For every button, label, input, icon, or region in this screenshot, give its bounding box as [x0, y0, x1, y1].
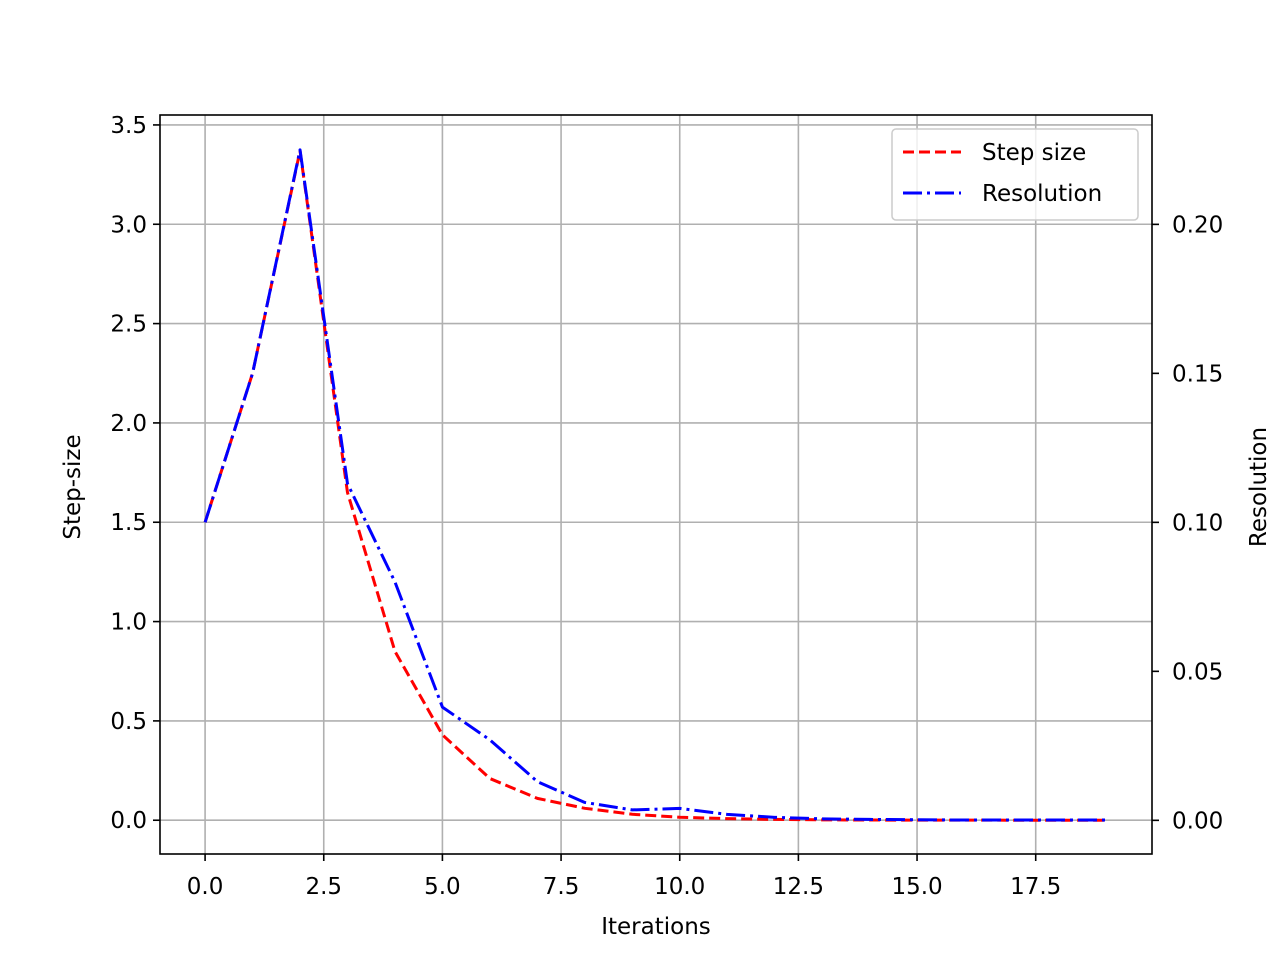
- x-tick-label: 10.0: [654, 874, 705, 900]
- y-tick-label: 0.5: [110, 709, 147, 735]
- y-axis-left: 0.0 0.5 1.0 1.5 2.0 2.5 3.0 3.5: [110, 113, 160, 834]
- x-tick-label: 0.0: [187, 874, 224, 900]
- y-axis-label: Step-size: [60, 434, 86, 539]
- legend: Step size Resolution: [891, 128, 1139, 221]
- x-axis-label: Iterations: [601, 914, 711, 940]
- y2-tick-label: 0.05: [1172, 659, 1223, 685]
- x-tick-label: 7.5: [543, 874, 580, 900]
- x-tick-label: 17.5: [1010, 874, 1061, 900]
- y2-axis-label: Resolution: [1246, 427, 1272, 547]
- legend-label-resolution: Resolution: [982, 181, 1102, 207]
- y-tick-label: 3.0: [110, 212, 147, 238]
- y2-tick-label: 0.20: [1172, 212, 1223, 238]
- grid: [160, 115, 1152, 854]
- y-tick-label: 2.0: [110, 411, 147, 437]
- y-tick-label: 1.0: [110, 610, 147, 636]
- legend-label-step-size: Step size: [982, 140, 1086, 166]
- x-axis: 0.0 2.5 5.0 7.5 10.0 12.5 15.0 17.5: [187, 854, 1061, 900]
- x-tick-label: 5.0: [424, 874, 461, 900]
- plot-frame: [159, 114, 1153, 855]
- y2-tick-label: 0.15: [1172, 361, 1223, 387]
- y-tick-label: 1.5: [110, 510, 147, 536]
- x-tick-label: 12.5: [773, 874, 824, 900]
- x-tick-label: 2.5: [305, 874, 342, 900]
- y-tick-label: 3.5: [110, 113, 147, 139]
- plot-lines: [203, 148, 1107, 822]
- y-axis-right: 0.00 0.05 0.10 0.15 0.20: [1152, 212, 1223, 834]
- series-line-resolution: [203, 148, 1107, 822]
- y2-tick-label: 0.00: [1172, 808, 1223, 834]
- y-tick-label: 0.0: [110, 808, 147, 834]
- y-tick-label: 2.5: [110, 312, 147, 338]
- x-tick-label: 15.0: [891, 874, 942, 900]
- y2-tick-label: 0.10: [1172, 510, 1223, 536]
